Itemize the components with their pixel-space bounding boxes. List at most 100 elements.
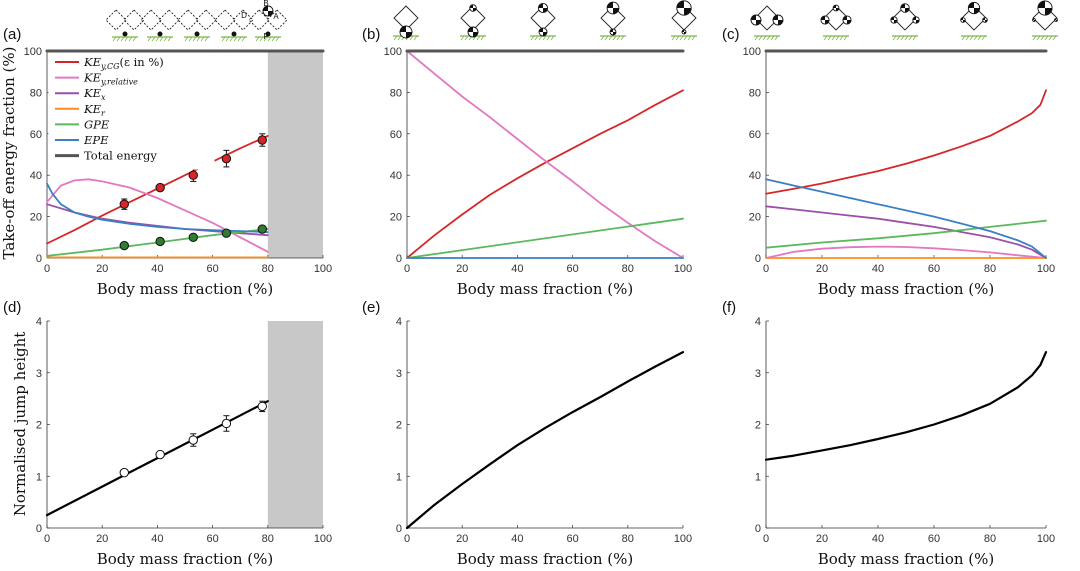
x-tick-label: 100: [1037, 263, 1055, 275]
x-tick-label: 0: [763, 533, 769, 545]
data-point: [119, 467, 129, 478]
x-tick-label: 80: [984, 533, 996, 545]
linkage-outline: [1032, 5, 1058, 31]
diagram-point-label: D: [241, 11, 247, 20]
series-gpe: [406, 217, 684, 259]
x-tick-label: 20: [456, 533, 468, 545]
ground-hatch: [691, 35, 696, 41]
ground-hatch: [241, 36, 246, 42]
mass-quadrant: [916, 20, 920, 24]
ground-hatch: [843, 35, 848, 41]
mass-quadrant: [613, 32, 616, 35]
x-axis-label: Body mass fraction (%): [818, 280, 995, 298]
ground-hatch: [413, 35, 418, 41]
x-tick-label: 100: [314, 263, 332, 275]
x-tick-label: 0: [404, 533, 410, 545]
ground-hatch: [200, 36, 205, 42]
ground-hatch: [827, 35, 832, 41]
ground-hatch: [151, 36, 156, 42]
ground-hatch: [221, 36, 226, 42]
ground-hatch: [155, 36, 160, 42]
ground-hatch: [546, 35, 551, 41]
ground-hatch: [608, 35, 613, 41]
ground-hatch: [204, 36, 209, 42]
series-epe: [46, 182, 269, 234]
x-tick-label: 40: [151, 533, 163, 545]
diagram-a-3: [177, 9, 217, 42]
data-point: [155, 182, 165, 193]
y-tick-label: 0: [755, 253, 761, 265]
linkage-outline: [961, 5, 987, 31]
panel-label: (e): [362, 299, 380, 316]
mass-quadrant: [820, 15, 825, 20]
panel-6: (f) 0 20 40 60 80 100 0 1 2 3 4 Body mass fraction (…: [722, 299, 1055, 568]
linkage-outline: [266, 9, 288, 31]
mass-quadrant: [1045, 8, 1053, 16]
shaded-region: [267, 321, 323, 528]
y-tick-label: 20: [749, 212, 761, 224]
legend-subscript: x: [101, 93, 106, 102]
ground-hatch: [671, 35, 676, 41]
legend-label: KE: [83, 71, 102, 85]
ground-hatch: [116, 36, 121, 42]
ground-hatch: [271, 36, 276, 42]
diagram-point-label: B: [263, 0, 268, 8]
mass-quadrant: [1032, 18, 1034, 20]
series-gpe: [765, 219, 1047, 249]
ground-hatch: [683, 35, 688, 41]
mass-quadrant: [468, 27, 473, 32]
legend-label: GPE: [84, 117, 110, 131]
linkage-outline: [248, 9, 270, 31]
y-tick-label: 100: [743, 46, 761, 58]
data-point: [119, 199, 129, 209]
mass-quadrant: [890, 16, 894, 20]
data-point: [155, 236, 165, 247]
series-ke_rel: [406, 50, 684, 259]
y-tick-label: 80: [390, 87, 402, 99]
linkage-outline: [754, 5, 780, 31]
ground-hatch: [132, 36, 137, 42]
foot-mass: [157, 31, 163, 37]
ground-hatch: [188, 36, 193, 42]
x-tick-label: 40: [872, 533, 884, 545]
mass-quadrant: [847, 20, 852, 25]
ground-hatch: [1032, 35, 1037, 41]
ground-hatch: [679, 35, 684, 41]
y-tick-label: 1: [755, 471, 761, 483]
ground-hatch: [969, 35, 974, 41]
ground-hatch: [159, 36, 164, 42]
diagram-b-2: [460, 4, 486, 41]
mass-quadrant: [1037, 0, 1045, 8]
diagram-a-4: [214, 9, 254, 42]
series-epe: [765, 178, 1047, 259]
y-tick-label: 0: [36, 253, 42, 265]
ground-hatch: [900, 35, 905, 41]
data-point: [155, 449, 165, 460]
ground-hatch: [167, 36, 172, 42]
ground-hatch: [128, 36, 133, 42]
ground-hatch: [981, 35, 986, 41]
linkage-outline: [123, 9, 145, 31]
legend-entry-total: Total energy: [84, 149, 157, 163]
y-tick-label: 60: [30, 129, 42, 141]
mass-quadrant: [836, 8, 839, 11]
data-point: [221, 418, 232, 429]
foot-mass: [122, 31, 128, 37]
series-ke_rel: [765, 245, 1047, 259]
mass-quadrant: [1034, 20, 1036, 22]
mass-quadrant: [613, 8, 619, 14]
legend-subscript: r: [101, 109, 106, 118]
series-ke_x: [765, 205, 1047, 259]
ground-hatch: [263, 36, 268, 42]
y-tick-label: 4: [36, 316, 42, 328]
mass-quadrant: [756, 20, 761, 25]
y-tick-label: 3: [36, 368, 42, 380]
data-point: [188, 170, 198, 180]
y-tick-label: 20: [30, 212, 42, 224]
y-tick-label: 0: [36, 523, 42, 535]
ground-hatch: [196, 36, 201, 42]
mass-quadrant: [900, 3, 905, 9]
legend-entry-ke_rel: KEy,relative: [83, 71, 138, 87]
mass-quadrant: [473, 32, 478, 37]
